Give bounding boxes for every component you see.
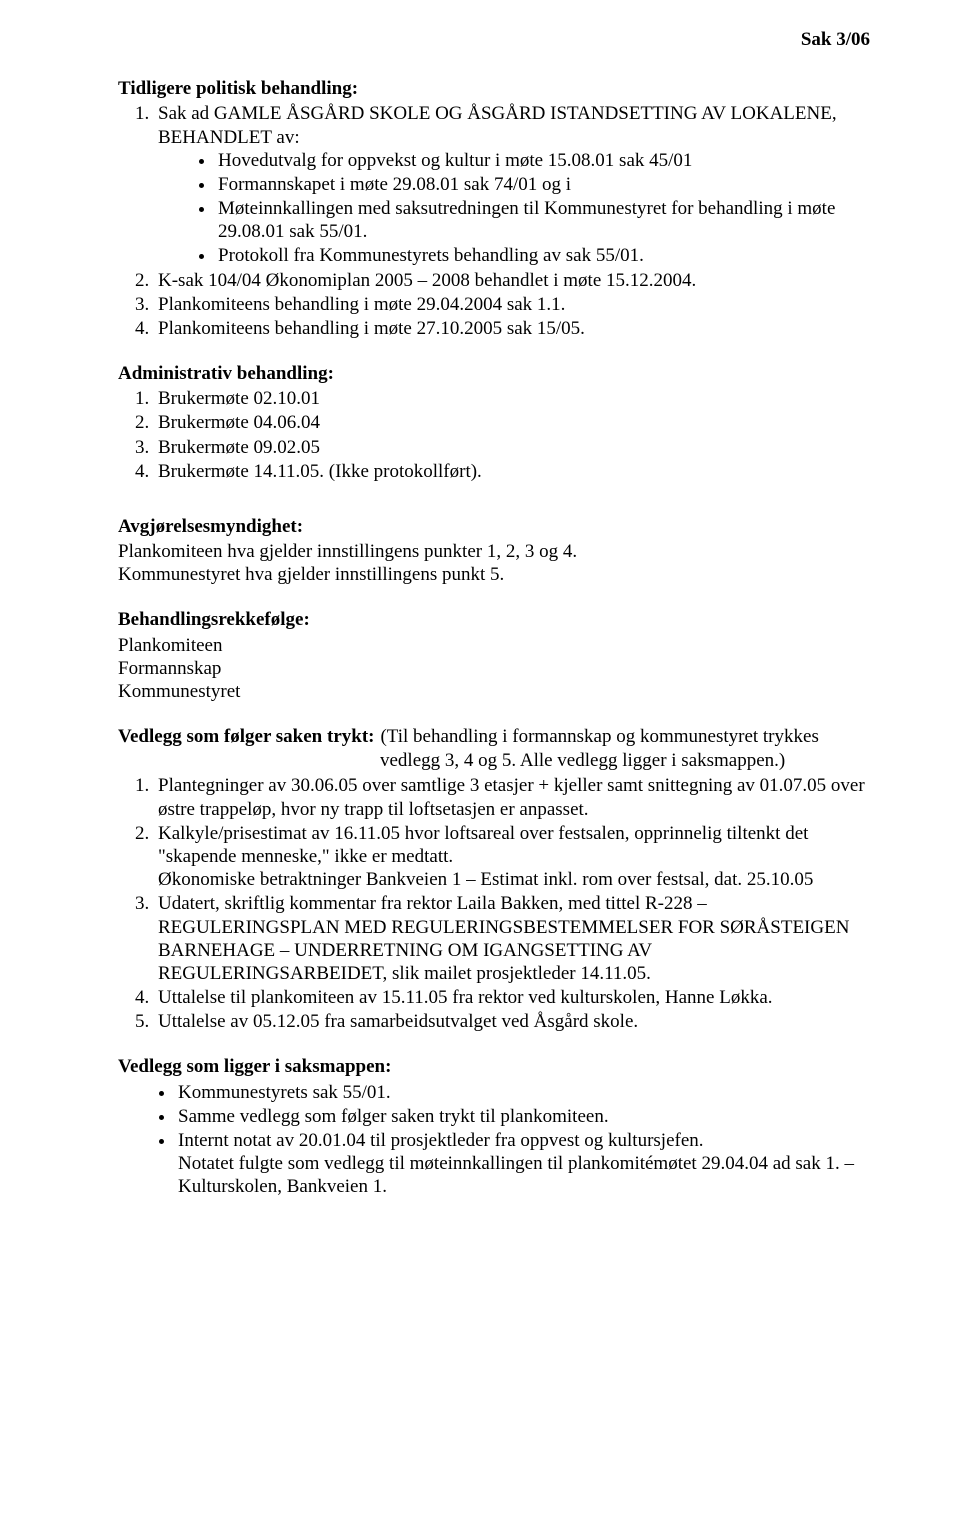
- vedlegg-trykt-item-4: Uttalelse til plankomiteen av 15.11.05 f…: [154, 986, 870, 1009]
- tidligere-bullet-1: Hovedutvalg for oppvekst og kultur i møt…: [216, 149, 870, 172]
- rekkefolge-line-3: Kommunestyret: [118, 680, 870, 703]
- tidligere-list: Sak ad GAMLE ÅSGÅRD SKOLE OG ÅSGÅRD ISTA…: [118, 102, 870, 340]
- avgjorelse-line-2: Kommunestyret hva gjelder innstillingens…: [118, 563, 870, 586]
- vedlegg-trykt-item-2a: Kalkyle/prisestimat av 16.11.05 hvor lof…: [158, 823, 808, 867]
- vedlegg-mappe-item-3: Internt notat av 20.01.04 til prosjektle…: [176, 1129, 870, 1199]
- administrativ-item-2: Brukermøte 04.06.04: [154, 411, 870, 434]
- tidligere-bullet-3: Møteinnkallingen med saksutredningen til…: [216, 197, 870, 243]
- avgjorelse-section: Avgjørelsesmyndighet: Plankomiteen hva g…: [118, 515, 870, 587]
- tidligere-section: Tidligere politisk behandling: Sak ad GA…: [118, 77, 870, 340]
- vedlegg-mappe-item-1: Kommunestyrets sak 55/01.: [176, 1081, 870, 1104]
- administrativ-list: Brukermøte 02.10.01 Brukermøte 04.06.04 …: [118, 387, 870, 483]
- tidligere-item-1-lead: Sak ad GAMLE ÅSGÅRD SKOLE OG ÅSGÅRD ISTA…: [158, 103, 837, 147]
- vedlegg-trykt-item-2: Kalkyle/prisestimat av 16.11.05 hvor lof…: [154, 822, 870, 892]
- tidligere-item-1: Sak ad GAMLE ÅSGÅRD SKOLE OG ÅSGÅRD ISTA…: [154, 102, 870, 267]
- administrativ-section: Administrativ behandling: Brukermøte 02.…: [118, 362, 870, 483]
- tidligere-item-2: K-sak 104/04 Økonomiplan 2005 – 2008 beh…: [154, 269, 870, 292]
- tidligere-bullet-4: Protokoll fra Kommunestyrets behandling …: [216, 244, 870, 267]
- tidligere-item-3: Plankomiteens behandling i møte 29.04.20…: [154, 293, 870, 316]
- administrativ-item-3: Brukermøte 09.02.05: [154, 436, 870, 459]
- administrativ-item-1: Brukermøte 02.10.01: [154, 387, 870, 410]
- avgjorelse-line-1: Plankomiteen hva gjelder innstillingens …: [118, 540, 870, 563]
- vedlegg-mappe-item-3b: Notatet fulgte som vedlegg til møteinnka…: [178, 1152, 870, 1198]
- vedlegg-trykt-heading: Vedlegg som følger saken trykt:: [118, 725, 374, 748]
- vedlegg-trykt-item-3: Udatert, skriftlig kommentar fra rektor …: [154, 892, 870, 985]
- tidligere-bullet-2: Formannskapet i møte 29.08.01 sak 74/01 …: [216, 173, 870, 196]
- tidligere-item-4: Plankomiteens behandling i møte 27.10.20…: [154, 317, 870, 340]
- vedlegg-mappe-item-3a: Internt notat av 20.01.04 til prosjektle…: [178, 1130, 704, 1151]
- avgjorelse-heading: Avgjørelsesmyndighet:: [118, 515, 870, 538]
- vedlegg-trykt-note-2: vedlegg 3, 4 og 5. Alle vedlegg ligger i…: [380, 749, 870, 772]
- vedlegg-mappe-list: Kommunestyrets sak 55/01. Samme vedlegg …: [118, 1081, 870, 1199]
- rekkefolge-section: Behandlingsrekkefølge: Plankomiteen Form…: [118, 608, 870, 703]
- vedlegg-mappe-section: Vedlegg som ligger i saksmappen: Kommune…: [118, 1055, 870, 1198]
- tidligere-bullets: Hovedutvalg for oppvekst og kultur i møt…: [158, 149, 870, 268]
- administrativ-heading: Administrativ behandling:: [118, 362, 870, 385]
- rekkefolge-line-2: Formannskap: [118, 657, 870, 680]
- tidligere-heading: Tidligere politisk behandling:: [118, 77, 870, 100]
- vedlegg-trykt-item-2b: Økonomiske betraktninger Bankveien 1 – E…: [158, 868, 870, 891]
- vedlegg-trykt-list: Plantegninger av 30.06.05 over samtlige …: [118, 774, 870, 1033]
- vedlegg-mappe-heading: Vedlegg som ligger i saksmappen:: [118, 1055, 870, 1078]
- vedlegg-trykt-item-1: Plantegninger av 30.06.05 over samtlige …: [154, 774, 870, 820]
- vedlegg-mappe-item-2: Samme vedlegg som følger saken trykt til…: [176, 1105, 870, 1128]
- case-number: Sak 3/06: [118, 28, 870, 51]
- rekkefolge-heading: Behandlingsrekkefølge:: [118, 608, 870, 631]
- rekkefolge-line-1: Plankomiteen: [118, 634, 870, 657]
- vedlegg-trykt-item-5: Uttalelse av 05.12.05 fra samarbeidsutva…: [154, 1010, 870, 1033]
- administrativ-item-4: Brukermøte 14.11.05. (Ikke protokollført…: [154, 460, 870, 483]
- vedlegg-trykt-section: Vedlegg som følger saken trykt: (Til beh…: [118, 725, 870, 1033]
- vedlegg-trykt-note-1: (Til behandling i formannskap og kommune…: [380, 725, 870, 748]
